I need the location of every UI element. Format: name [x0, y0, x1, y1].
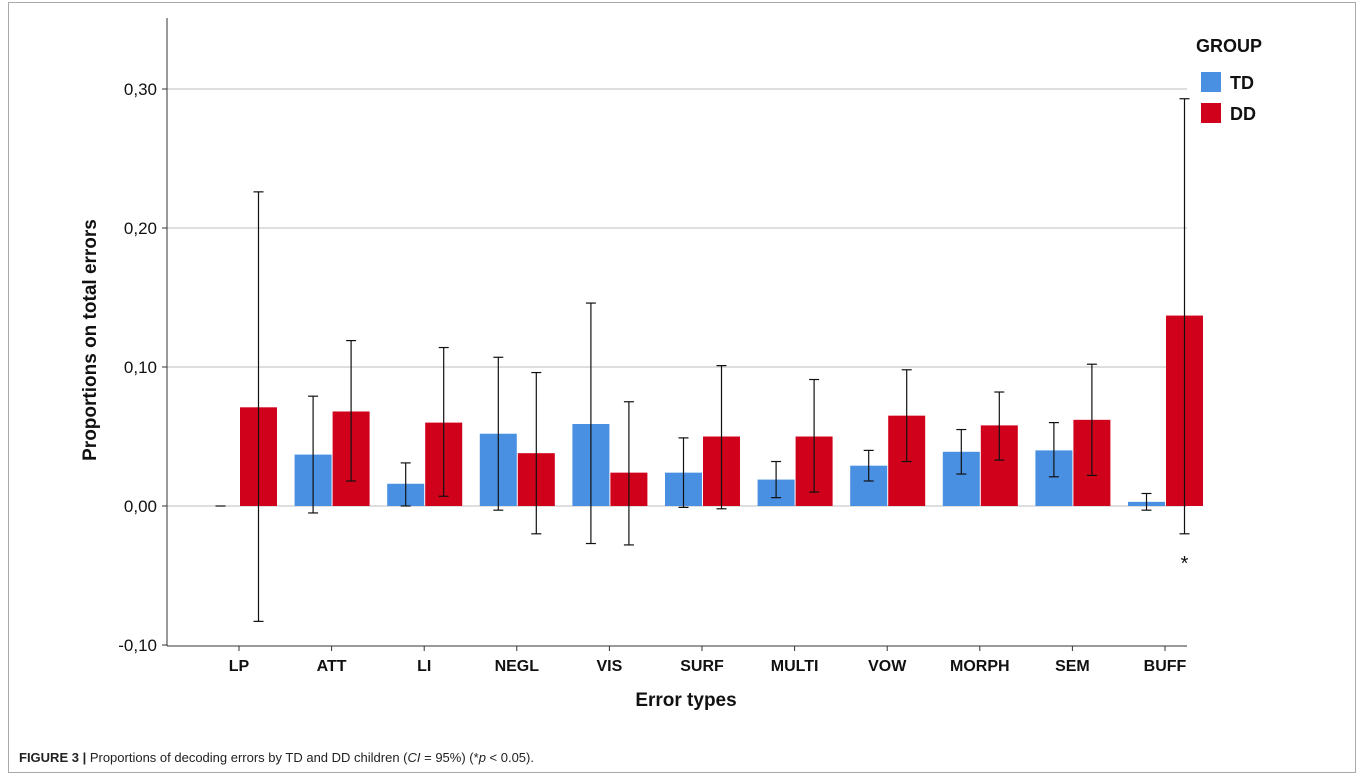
- caption-ci-symbol: CI: [407, 750, 421, 765]
- legend-swatch-dd: [1201, 103, 1221, 123]
- gridlines: [167, 88, 1187, 507]
- axes: [162, 18, 1187, 651]
- x-tick-label-morph: MORPH: [950, 658, 1010, 675]
- bars: [202, 315, 1203, 507]
- error-bar-td-sem: [1048, 422, 1059, 478]
- error-bar-dd-sem: [1086, 363, 1097, 477]
- y-tick-label: 0,00: [124, 497, 157, 516]
- error-bar-td-morph: [956, 428, 967, 475]
- error-bar-td-vis: [585, 302, 596, 545]
- caption-label: FIGURE 3 |: [19, 750, 87, 765]
- error-bar-dd-multi: [809, 378, 820, 493]
- error-bar-dd-li: [438, 346, 449, 497]
- error-bar-dd-lp: [253, 191, 264, 622]
- significance-asterisk: *: [1181, 553, 1189, 575]
- y-tick-label: 0,20: [124, 219, 157, 238]
- legend-swatch-td: [1201, 72, 1221, 92]
- y-tick-label: 0,30: [124, 80, 157, 99]
- error-bar-td-vow: [863, 449, 874, 482]
- caption-text-2: = 95%) (*: [420, 750, 479, 765]
- x-tick-label-buff: BUFF: [1144, 658, 1187, 675]
- error-bars: [215, 98, 1190, 622]
- tick-labels: -0,10 0,00 0,10 0,20 0,30 LP ATT LI NEGL VIS SURF M…: [118, 80, 1186, 675]
- error-bar-dd-buff: [1179, 98, 1190, 535]
- x-tick-label-multi: MULTI: [771, 658, 819, 675]
- x-tick-label-li: LI: [417, 658, 431, 675]
- error-bar-td-att: [308, 395, 319, 514]
- error-bar-dd-vis: [623, 401, 634, 546]
- y-axis-title: Proportions on total errors: [80, 219, 101, 461]
- annotations: *: [1181, 553, 1189, 575]
- error-bar-dd-att: [346, 339, 357, 482]
- caption-p-symbol: p: [478, 750, 486, 765]
- legend: GROUP TD DD: [1196, 36, 1262, 124]
- figure-caption: FIGURE 3 | Proportions of decoding error…: [19, 750, 534, 765]
- error-bar-dd-negl: [531, 371, 542, 535]
- figure-frame: [8, 2, 1356, 773]
- error-bar-dd-surf: [716, 365, 727, 510]
- legend-title: GROUP: [1196, 36, 1262, 56]
- error-bar-dd-vow: [901, 369, 912, 463]
- x-tick-label-lp: LP: [229, 658, 250, 675]
- x-tick-label-negl: NEGL: [495, 658, 540, 675]
- legend-label-td: TD: [1230, 73, 1254, 93]
- error-bar-td-li: [400, 462, 411, 507]
- error-bar-td-buff: [1141, 492, 1152, 511]
- error-bar-td-multi: [771, 460, 782, 499]
- x-tick-label-vis: VIS: [597, 658, 623, 675]
- x-tick-label-att: ATT: [317, 658, 347, 675]
- error-bar-dd-morph: [994, 391, 1005, 461]
- x-axis-title: Error types: [635, 690, 736, 711]
- caption-text-3: < 0.05).: [485, 750, 534, 765]
- x-tick-label-sem: SEM: [1055, 658, 1090, 675]
- y-tick-label: -0,10: [118, 636, 157, 655]
- error-bar-td-surf: [678, 437, 689, 508]
- legend-label-dd: DD: [1230, 104, 1256, 124]
- caption-text-1: Proportions of decoding errors by TD and…: [86, 750, 408, 765]
- error-bar-td-negl: [493, 356, 504, 511]
- y-tick-label: 0,10: [124, 358, 157, 377]
- x-tick-label-surf: SURF: [680, 658, 724, 675]
- x-tick-label-vow: VOW: [868, 658, 907, 675]
